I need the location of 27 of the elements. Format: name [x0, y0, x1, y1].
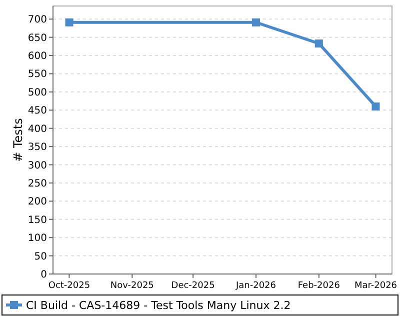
- x-tick-label: Nov-2025: [110, 281, 154, 291]
- y-tick-label: 650: [28, 32, 47, 44]
- point: [65, 18, 74, 26]
- y-tick-label: 600: [28, 51, 47, 62]
- legend-label: CI Build - CAS-14689 - Test Tools Many Linux 2.2: [26, 298, 291, 312]
- y-tick-label: 400: [28, 124, 47, 135]
- point: [252, 18, 260, 26]
- y-tick-label: 100: [28, 233, 47, 244]
- y-tick-label: 0: [40, 270, 47, 280]
- y-tick-label: 550: [28, 69, 47, 80]
- point: [314, 40, 323, 48]
- y-tick-label: 250: [28, 178, 47, 190]
- y-tick-label: 350: [28, 142, 47, 154]
- y-tick-label: 300: [28, 160, 47, 172]
- y-tick-label: 450: [28, 106, 47, 117]
- y-tick-label: 200: [28, 196, 47, 208]
- x-tick-label: Mar-2026: [354, 281, 398, 291]
- x-tick-label: Jan-2026: [234, 281, 276, 291]
- x-tick-label: Dec-2025: [171, 281, 215, 291]
- y-tick-label: 500: [28, 87, 47, 98]
- y-tick-label: 50: [34, 251, 47, 262]
- x-tick-label: Feb-2026: [298, 281, 340, 291]
- y-axis-title: # Tests: [11, 118, 25, 162]
- y-tick-label: 700: [28, 14, 47, 26]
- x-tick-label: Oct-2025: [48, 281, 90, 291]
- point: [372, 102, 380, 110]
- y-tick-label: 150: [28, 214, 47, 226]
